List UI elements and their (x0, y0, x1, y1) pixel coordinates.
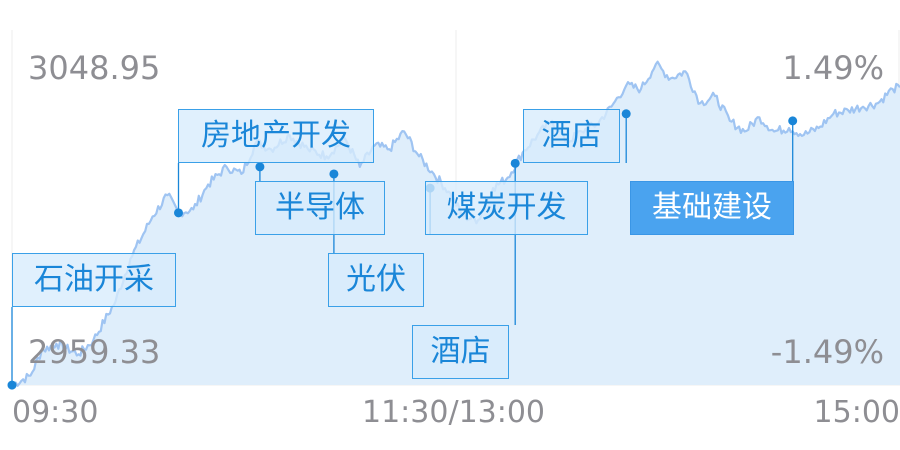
annotation-tag-hotel-lower[interactable]: 酒店 (412, 325, 509, 379)
y-right-top-label: 1.49% (782, 49, 884, 87)
annotation-marker (329, 169, 339, 179)
annotation-marker (174, 208, 183, 218)
annotation-marker (255, 162, 265, 172)
x-tick-close: 15:00 (813, 395, 900, 430)
annotation-tag-coal[interactable]: 煤炭开发 (425, 181, 588, 235)
y-left-top-label: 3048.95 (28, 49, 161, 87)
y-left-bottom-label: 2959.33 (28, 333, 161, 371)
y-right-bottom-label: -1.49% (770, 333, 884, 371)
annotation-marker (788, 116, 798, 126)
annotation-tag-hotel-upper[interactable]: 酒店 (523, 109, 620, 163)
x-tick-midday: 11:30/13:00 (362, 395, 546, 430)
annotation-tag-infrastructure[interactable]: 基础建设 (630, 181, 794, 235)
x-tick-open: 09:30 (12, 395, 99, 430)
annotation-tag-oil[interactable]: 石油开采 (12, 253, 176, 307)
annotation-tag-semiconductor[interactable]: 半导体 (255, 181, 385, 235)
annotation-marker (7, 380, 17, 390)
annotation-marker (510, 158, 520, 168)
annotation-tag-real-estate[interactable]: 房地产开发 (178, 109, 374, 163)
annotation-marker (621, 109, 631, 119)
annotation-tag-solar[interactable]: 光伏 (328, 253, 424, 307)
